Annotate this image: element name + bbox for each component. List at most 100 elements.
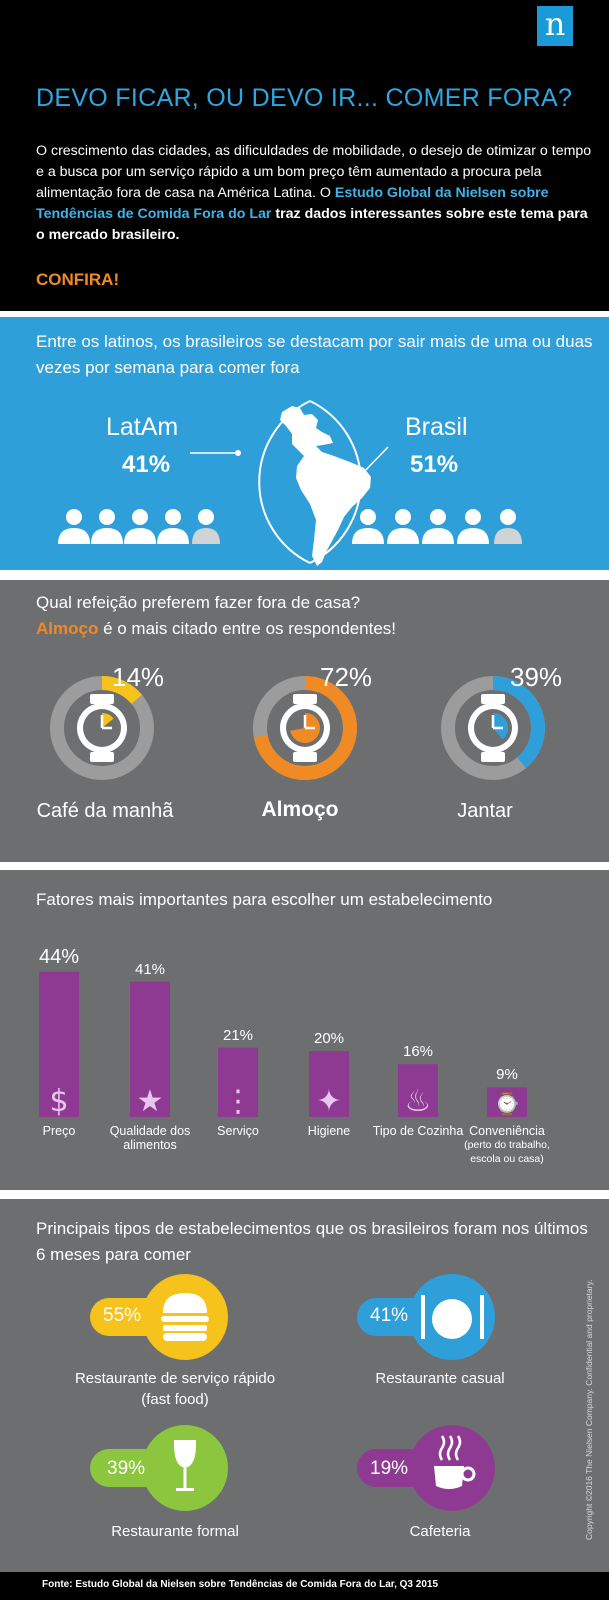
factor-bar-rect xyxy=(218,1047,258,1117)
meals-question-line1: Qual refeição preferem fazer fora de cas… xyxy=(36,593,361,612)
place-value-casual: 41% xyxy=(370,1305,409,1326)
factor-label: Preço xyxy=(42,1124,76,1138)
factor-label: Qualidade dos alimentos xyxy=(109,1124,191,1152)
wine-glass-icon xyxy=(173,1440,197,1491)
factor-bar: ⌚ xyxy=(487,1087,527,1117)
person-icon xyxy=(387,509,419,544)
place-label-casual: Restaurante casual xyxy=(375,1370,505,1387)
factor-value: 21% xyxy=(222,1026,254,1044)
place-value-cafe: 19% xyxy=(370,1458,409,1479)
waiter-icon: ⋮ xyxy=(223,1084,253,1119)
intro-bold-text: traz dados interessantes sobre este tema… xyxy=(36,206,588,243)
place-badge-casual xyxy=(357,1274,495,1360)
intro-paragraph: O crescimento das cidades, as dificuldad… xyxy=(36,141,592,246)
factor-label: Serviço xyxy=(217,1124,259,1138)
watch-icon xyxy=(468,694,518,762)
latam-value: 41% xyxy=(122,451,171,478)
frequency-question: Entre os latinos, os brasileiros se dest… xyxy=(36,332,593,377)
people-group-latam-icon xyxy=(58,509,220,544)
person-icon xyxy=(124,509,156,544)
meal-gauge-lunch xyxy=(253,676,357,780)
factor-label: Tipo de Cozinha xyxy=(372,1124,464,1138)
factor-bar: ♨ xyxy=(398,1064,438,1119)
award-ribbon-icon: ★ xyxy=(137,1084,164,1119)
place-value-formal: 39% xyxy=(107,1458,146,1479)
place-value-fastfood: 55% xyxy=(103,1305,142,1326)
place-label-formal: Restaurante formal xyxy=(111,1523,239,1540)
meal-label-lunch: Almoço xyxy=(261,798,339,821)
meal-value-breakfast: 14% xyxy=(112,662,165,692)
place-badge-fastfood xyxy=(90,1274,228,1360)
place-badge-cafe xyxy=(357,1425,495,1511)
nielsen-logo: n xyxy=(537,6,573,46)
cta-text: CONFIRA! xyxy=(36,270,120,289)
factors-title: Fatores mais importantes para escolher u… xyxy=(36,890,493,909)
sparkle-icon: ✦ xyxy=(316,1084,341,1119)
factor-label: Higiene xyxy=(307,1124,351,1138)
meal-label-breakfast: Café da manhã xyxy=(36,800,174,822)
factor-bar: ★ xyxy=(130,981,170,1119)
factor-bar: $ xyxy=(39,971,79,1119)
brasil-label: Brasil xyxy=(405,413,468,441)
meals-highlight-word: Almoço xyxy=(36,619,99,638)
places-title: Principais tipos de estabelecimentos que… xyxy=(36,1219,588,1264)
person-icon xyxy=(422,509,454,544)
factor-bar-rect xyxy=(487,1087,527,1117)
intro-text: O crescimento das cidades, as dificuldad… xyxy=(36,143,592,201)
person-icon xyxy=(457,509,489,544)
meal-value-dinner: 39% xyxy=(510,662,563,692)
person-icon xyxy=(192,509,220,544)
watch-icon xyxy=(280,694,330,762)
meal-value-lunch: 72% xyxy=(320,662,373,692)
factor-bar-rect xyxy=(130,981,170,1117)
factor-bar-rect xyxy=(309,1051,349,1117)
person-icon xyxy=(58,509,90,544)
people-group-brasil-icon xyxy=(352,509,522,544)
plate-cutlery-icon xyxy=(421,1295,484,1339)
factor-value: 9% xyxy=(496,1066,518,1084)
places-badges xyxy=(90,1274,495,1511)
coffee-cup-icon xyxy=(434,1435,476,1489)
meal-label-dinner: Jantar xyxy=(457,800,513,822)
place-label-fastfood: Restaurante de serviço rápido (fast food… xyxy=(74,1370,276,1408)
meal-arc-lunch xyxy=(253,676,357,780)
chef-hat-icon: ♨ xyxy=(405,1084,432,1119)
intro-study-name: Estudo Global da Nielsen sobre Tendência… xyxy=(36,185,549,222)
meals-question: Qual refeição preferem fazer fora de cas… xyxy=(36,590,596,642)
meals-highlight-rest: é o mais citado entre os respondentes! xyxy=(98,619,397,638)
burger-icon xyxy=(161,1293,209,1341)
places-section xyxy=(0,1199,609,1572)
watch-icon: ⌚ xyxy=(494,1092,520,1116)
brasil-value: 51% xyxy=(410,451,459,478)
page-title: DEVO FICAR, OU DEVO IR... COMER FORA? xyxy=(36,84,573,112)
factor-value: 41% xyxy=(134,960,166,978)
person-icon xyxy=(494,509,522,544)
factor-bar: ⋮ xyxy=(218,1047,258,1119)
factor-label: Conveniência (perto do trabalho, escola o… xyxy=(464,1124,550,1165)
person-icon xyxy=(91,509,123,544)
south-america-map-icon xyxy=(280,406,371,566)
factor-bar-rect xyxy=(398,1064,438,1117)
factor-value: 16% xyxy=(402,1043,434,1061)
person-icon xyxy=(157,509,189,544)
watch-icon xyxy=(77,694,127,762)
meal-gauge-breakfast xyxy=(50,676,154,780)
dollar-icon: $ xyxy=(49,1084,68,1119)
place-label-cafe: Cafeteria xyxy=(409,1523,471,1540)
meal-arc-breakfast xyxy=(50,676,154,780)
factors-bar-chart: $ ★ ⋮ ✦ ♨ ⌚ xyxy=(39,971,527,1119)
meal-gauges xyxy=(50,676,545,780)
factor-value: 20% xyxy=(313,1030,345,1047)
person-icon xyxy=(352,509,384,544)
factor-value: 44% xyxy=(38,945,80,968)
factor-bar-rect xyxy=(39,971,79,1117)
copyright-text: Copyright ©2016 The Nielsen Company. Con… xyxy=(584,1279,594,1540)
factor-bar: ✦ xyxy=(309,1051,349,1119)
source-text: Fonte: Estudo Global da Nielsen sobre Te… xyxy=(42,1579,439,1590)
meal-gauge-dinner xyxy=(441,676,545,780)
place-badge-formal xyxy=(90,1425,228,1511)
header-section: n DEVO FICAR, OU DEVO IR... COMER FORA? … xyxy=(0,0,609,311)
factors-section xyxy=(0,870,609,1190)
footer-section xyxy=(0,1572,609,1600)
